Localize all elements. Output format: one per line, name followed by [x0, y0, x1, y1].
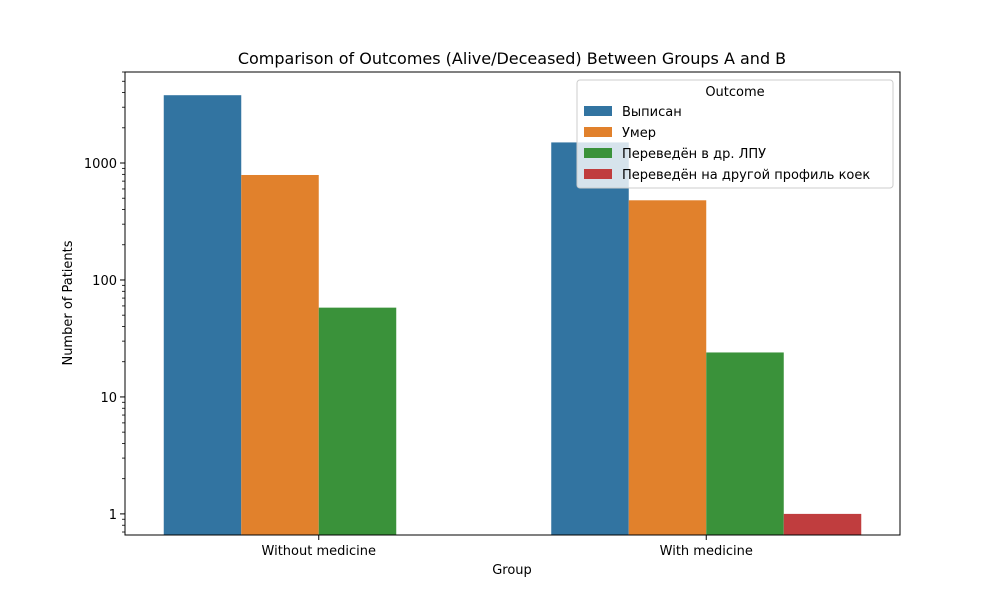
legend-label: Выписан [622, 105, 682, 120]
x-tick-label: Without medicine [262, 544, 376, 559]
bar-1-3 [318, 307, 397, 535]
bar-1-2 [241, 174, 319, 535]
legend-swatch [584, 148, 612, 158]
legend-items: Выписан Умер Переведён в др. ЛПУ Переведён … [584, 105, 870, 183]
bar-2-3 [706, 352, 784, 535]
plot-frame [124, 71, 901, 536]
y-tick-label: 100 [92, 274, 117, 289]
x-axis-ticks: Without medicine With medicine [262, 535, 753, 559]
bar-2-1 [551, 142, 629, 536]
bars-group [163, 95, 862, 536]
legend-swatch [584, 127, 612, 137]
legend-swatch [584, 169, 612, 179]
bar-2-4 [783, 513, 862, 535]
legend-swatch [584, 106, 612, 116]
y-tick-label: 1 [109, 508, 117, 523]
legend-title: Outcome [705, 85, 764, 100]
x-tick-label: With medicine [660, 544, 753, 559]
y-axis-ticks: 1 10 100 1000 [84, 71, 125, 533]
y-tick-label: 1000 [84, 157, 117, 172]
bar-2-2 [628, 200, 707, 535]
legend-label: Умер [622, 126, 656, 141]
bar-1-1 [163, 95, 242, 536]
y-tick-label: 10 [100, 391, 117, 406]
legend-label: Переведён на другой профиль коек [622, 168, 870, 183]
x-axis-label: Group [492, 563, 532, 578]
legend-label: Переведён в др. ЛПУ [622, 147, 766, 162]
legend: Outcome Выписан Умер Переведён в др. ЛПУ Пе… [576, 79, 894, 189]
y-axis-label: Number of Patients [61, 240, 76, 365]
chart-title: Comparison of Outcomes (Alive/Deceased) … [238, 49, 786, 68]
legend-box [576, 79, 894, 189]
